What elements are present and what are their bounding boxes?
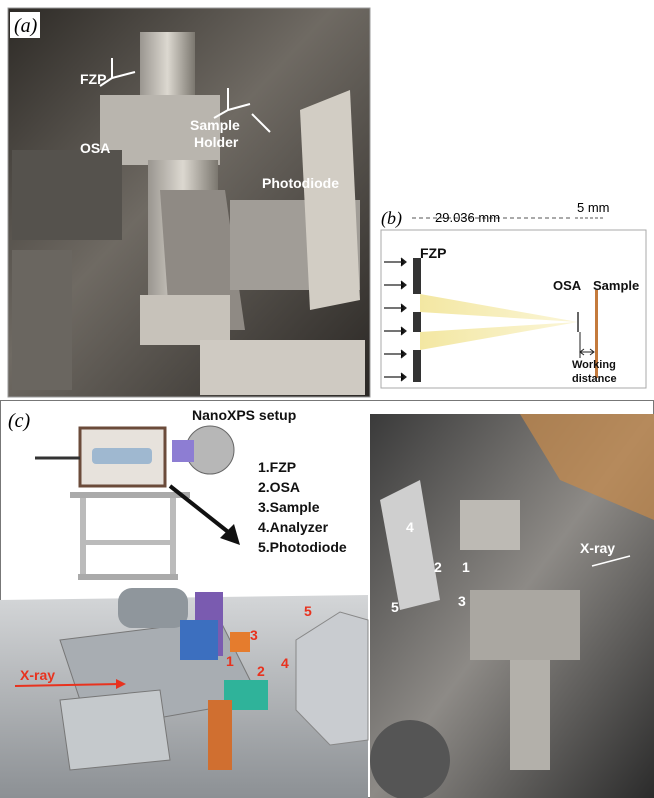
illustration-shape <box>78 574 178 580</box>
figure: (a) FZP OSA Sample Holder Photodiode (b)… <box>0 0 654 798</box>
annotation: 5 <box>304 603 312 619</box>
annotation: 2 <box>257 663 265 679</box>
illustration-shape <box>510 660 550 770</box>
illustration-shape <box>172 440 194 462</box>
dimension-label: 5 mm <box>577 200 610 215</box>
legend-item: 5.Photodiode <box>258 539 347 555</box>
page: (a) FZP OSA Sample Holder Photodiode (b)… <box>0 0 654 798</box>
illustration-shape <box>200 340 365 395</box>
illustration-shape <box>413 350 421 382</box>
annotation: FZP <box>80 71 106 87</box>
label: Sample <box>593 278 639 293</box>
panel-b: (b) 29.036 mm 5 mm FZP OSA Sample Workin… <box>381 200 646 388</box>
title: NanoXPS setup <box>192 407 296 423</box>
fzp-plate <box>413 258 421 382</box>
panel-a: (a) FZP OSA Sample Holder Photodiode <box>8 8 370 397</box>
annotation: 3 <box>458 593 466 609</box>
annotation: Sample <box>190 117 240 133</box>
illustration-shape <box>230 632 250 652</box>
legend-item: 3.Sample <box>258 499 320 515</box>
annotation: 4 <box>281 655 289 671</box>
illustration-shape <box>70 492 190 498</box>
annotation: 4 <box>406 519 414 535</box>
annotation: OSA <box>80 140 110 156</box>
illustration-shape <box>470 590 580 660</box>
dimension-label: 29.036 mm <box>435 210 500 225</box>
panel-label: (a) <box>14 15 38 37</box>
illustration-shape <box>92 448 152 464</box>
annotation: Photodiode <box>262 175 339 191</box>
label: distance <box>572 373 617 385</box>
legend-item: 1.FZP <box>258 459 296 475</box>
annotation: 3 <box>250 627 258 643</box>
illustration-shape <box>170 498 176 578</box>
illustration-shape <box>140 295 230 345</box>
legend-item: 4.Analyzer <box>258 519 329 535</box>
panel-label: (c) <box>8 410 31 432</box>
illustration-shape <box>60 690 170 770</box>
panel-c: (c) NanoXPS setup 1.FZP 2.OSA 3.Sample 4.An… <box>0 401 654 798</box>
illustration-shape <box>80 540 176 545</box>
illustration-shape <box>208 700 232 770</box>
illustration-shape <box>370 720 450 798</box>
label: Working <box>572 359 616 371</box>
label: FZP <box>420 245 446 261</box>
annotation: 1 <box>462 559 470 575</box>
annotation: X-ray <box>580 540 615 556</box>
panel-label: (b) <box>381 208 402 229</box>
illustration-shape <box>180 620 218 660</box>
annotation: Holder <box>194 134 239 150</box>
illustration-shape <box>80 498 86 578</box>
annotation: X-ray <box>20 667 55 683</box>
illustration-shape <box>460 500 520 550</box>
annotation: 2 <box>434 559 442 575</box>
illustration-shape <box>118 588 188 628</box>
annotation: 1 <box>226 653 234 669</box>
illustration-shape <box>12 150 122 240</box>
illustration-shape <box>12 250 72 390</box>
label: OSA <box>553 278 582 293</box>
annotation: 5 <box>391 599 399 615</box>
illustration-shape <box>300 90 360 310</box>
illustration-shape <box>413 258 421 294</box>
illustration-shape <box>413 312 421 332</box>
legend-item: 2.OSA <box>258 479 300 495</box>
